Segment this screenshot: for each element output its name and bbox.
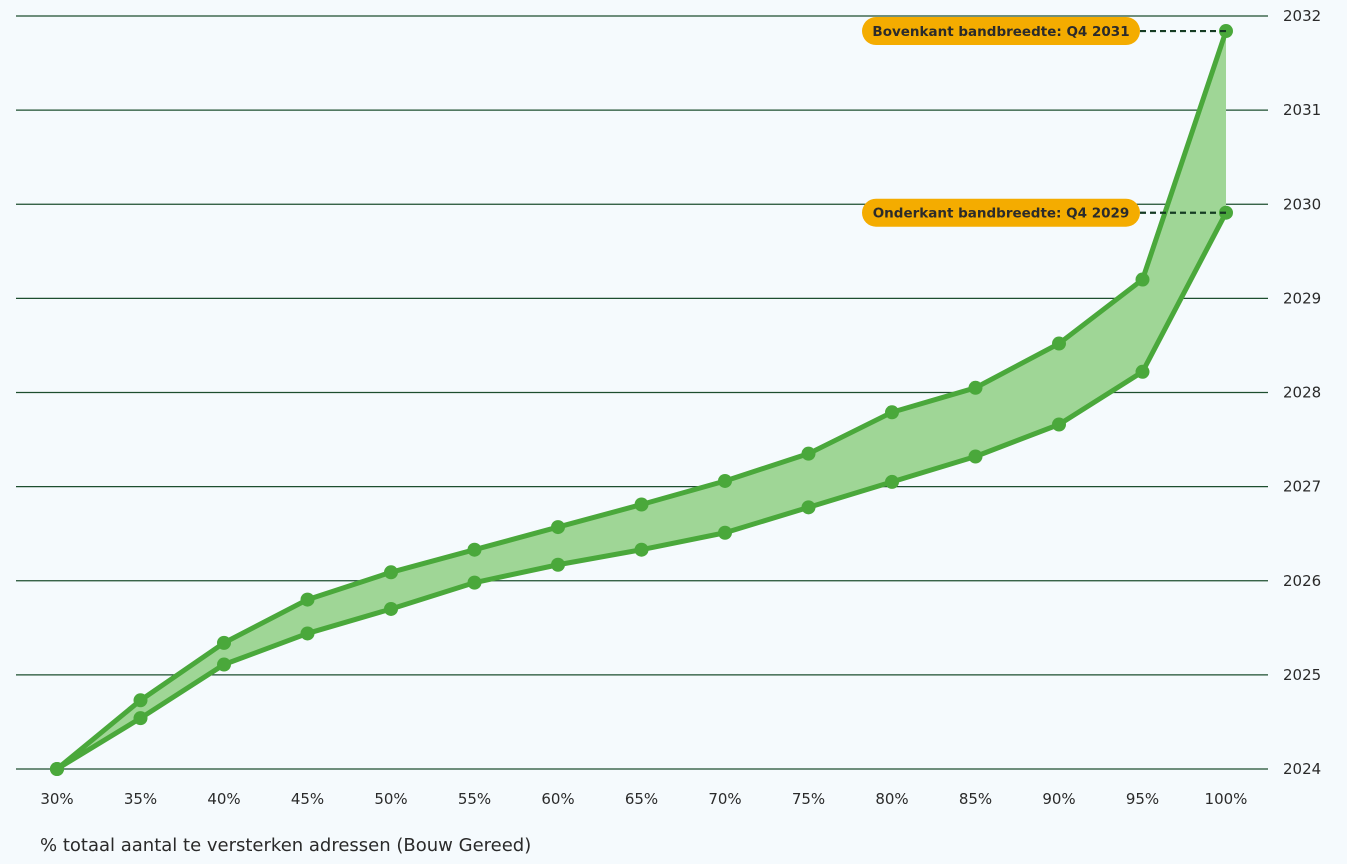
lower-series-point	[634, 542, 649, 557]
upper-series-point	[718, 473, 732, 488]
x-tick-label: 55%	[458, 790, 491, 808]
lower-series-point	[50, 762, 64, 776]
lower-series-point	[300, 626, 315, 641]
lower-series-point	[133, 711, 148, 726]
lower-series-point	[551, 557, 565, 572]
x-tick-label: 90%	[1042, 790, 1075, 808]
upper-series-point	[133, 693, 148, 708]
upper-series-point	[1135, 272, 1150, 287]
lower-series-point	[217, 657, 231, 672]
x-tick-labels: 30% 35% 40% 45% 50% 55% 60% 65% 70% 75% 80% 85% 90% 9…	[40, 790, 1247, 808]
upper-series-point	[217, 635, 231, 650]
band-fill	[57, 31, 1226, 770]
x-tick-label: 70%	[708, 790, 741, 808]
upper-series-point	[300, 592, 315, 607]
x-tick-label: 35%	[124, 790, 157, 808]
x-tick-label: 85%	[959, 790, 992, 808]
upper-series-point	[885, 405, 899, 420]
upper-series-point	[384, 565, 398, 580]
lower-series-point	[384, 601, 398, 616]
y-tick-label: 2029	[1283, 289, 1321, 307]
lower-callout-badge	[862, 198, 1140, 227]
upper-callout-badge	[862, 17, 1140, 46]
series-markers	[50, 24, 1233, 776]
x-tick-label: 75%	[792, 790, 825, 808]
upper-series-point	[968, 380, 983, 395]
x-axis-title: % totaal aantal te versterken adressen (…	[40, 835, 531, 856]
x-tick-label: 30%	[40, 790, 73, 808]
upper-series-point	[467, 542, 482, 557]
x-tick-label: 95%	[1126, 790, 1159, 808]
gridlines	[16, 15, 1268, 770]
y-tick-label: 2024	[1283, 760, 1321, 778]
x-tick-label: 40%	[207, 790, 240, 808]
upper-series-point	[551, 520, 565, 535]
lower-series-point	[1135, 364, 1150, 379]
lower-series-point	[968, 449, 983, 464]
upper-series-point	[1052, 336, 1066, 351]
upper-callout-label: Bovenkant bandbreedte: Q4 2031	[872, 24, 1129, 40]
y-tick-labels: 2024 2025 2026 2027 2028 2029 2030 2031 2032	[1283, 7, 1321, 778]
x-tick-label: 50%	[374, 790, 407, 808]
y-tick-label: 2025	[1283, 666, 1321, 684]
lower-series-line	[54, 210, 1229, 772]
y-tick-label: 2032	[1283, 7, 1321, 25]
lower-callout-label: Onderkant bandbreedte: Q4 2029	[873, 206, 1130, 222]
lower-series-point	[801, 500, 816, 515]
upper-series-point	[801, 446, 816, 461]
x-tick-label: 100%	[1205, 790, 1248, 808]
x-tick-label: 65%	[625, 790, 658, 808]
lower-series-point	[467, 575, 482, 590]
x-tick-label: 45%	[291, 790, 324, 808]
y-tick-label: 2031	[1283, 101, 1321, 119]
callouts: Bovenkant bandbreedte: Q4 2031 Onderkant …	[862, 17, 1140, 227]
x-tick-label: 80%	[875, 790, 908, 808]
upper-series-point	[634, 497, 649, 512]
y-tick-label: 2028	[1283, 384, 1321, 402]
y-tick-label: 2026	[1283, 572, 1321, 590]
lower-series-point	[718, 525, 732, 540]
y-tick-label: 2030	[1283, 195, 1321, 213]
callout-leaders	[1140, 29, 1226, 214]
lower-series-point	[1052, 417, 1066, 432]
y-tick-label: 2027	[1283, 478, 1321, 496]
x-tick-label: 60%	[541, 790, 574, 808]
lower-series-point	[885, 474, 899, 489]
